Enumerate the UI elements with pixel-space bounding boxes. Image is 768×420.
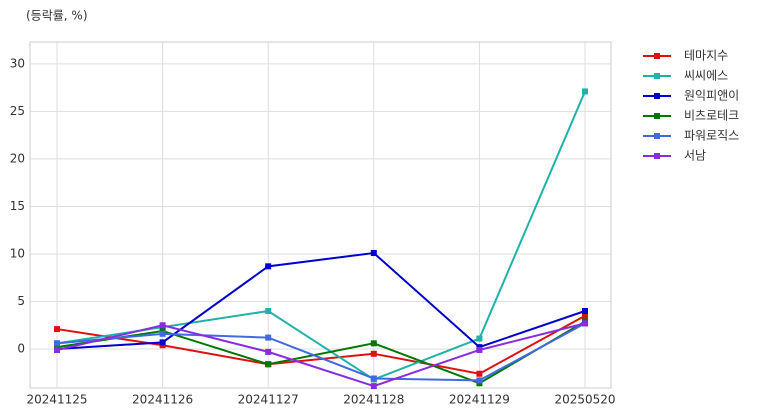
series-line xyxy=(56,322,586,388)
legend-marker xyxy=(654,113,660,119)
point xyxy=(265,263,272,270)
point xyxy=(476,370,483,377)
x-tick-label: 20241127 xyxy=(238,393,299,407)
y-tick-label: 15 xyxy=(10,199,25,213)
point xyxy=(370,350,377,357)
point xyxy=(54,340,60,347)
point xyxy=(159,330,166,337)
plot-frame xyxy=(29,41,612,389)
x-tick-label: 20250520 xyxy=(554,393,615,407)
point xyxy=(54,346,60,353)
point xyxy=(582,320,588,327)
point xyxy=(476,335,483,342)
legend-marker xyxy=(654,73,660,79)
legend-marker xyxy=(654,153,660,159)
legend-label: 테마지수 xyxy=(684,49,728,63)
legend-label: 원익피앤이 xyxy=(684,89,739,103)
y-tick-label: 0 xyxy=(17,342,25,356)
point xyxy=(265,334,272,341)
legend-marker xyxy=(654,53,660,59)
point xyxy=(265,348,272,355)
point xyxy=(370,383,377,390)
y-tick-label: 10 xyxy=(10,246,25,260)
y-tick-label: 25 xyxy=(10,104,25,118)
point xyxy=(582,88,588,95)
x-tick-label: 20241129 xyxy=(449,393,510,407)
point xyxy=(159,322,166,329)
y-tick-label: 20 xyxy=(10,151,25,165)
legend-marker xyxy=(654,133,660,139)
series-line xyxy=(56,320,586,385)
series-line xyxy=(56,251,586,351)
legend-label: 비츠로테크 xyxy=(684,109,739,123)
series-line xyxy=(56,322,586,382)
point xyxy=(476,346,483,353)
point xyxy=(370,340,377,347)
point xyxy=(159,339,166,346)
y-tick-label: 30 xyxy=(10,56,25,70)
legend-label: 서남 xyxy=(684,149,706,163)
x-tick-label: 20241125 xyxy=(26,393,87,407)
x-tick-label: 20241128 xyxy=(343,393,404,407)
chart-subtitle: (등락률, %) xyxy=(26,9,88,23)
point xyxy=(265,361,272,368)
point xyxy=(582,308,588,315)
legend-label: 씨씨에스 xyxy=(684,69,728,83)
x-tick-label: 20241126 xyxy=(132,393,193,407)
point xyxy=(265,308,272,315)
point xyxy=(54,326,60,333)
legend-label: 파워로직스 xyxy=(684,129,739,143)
legend-marker xyxy=(654,93,660,99)
point xyxy=(370,250,377,257)
y-tick-label: 5 xyxy=(17,294,25,308)
point xyxy=(476,377,483,384)
point xyxy=(370,375,377,382)
point xyxy=(582,312,588,319)
